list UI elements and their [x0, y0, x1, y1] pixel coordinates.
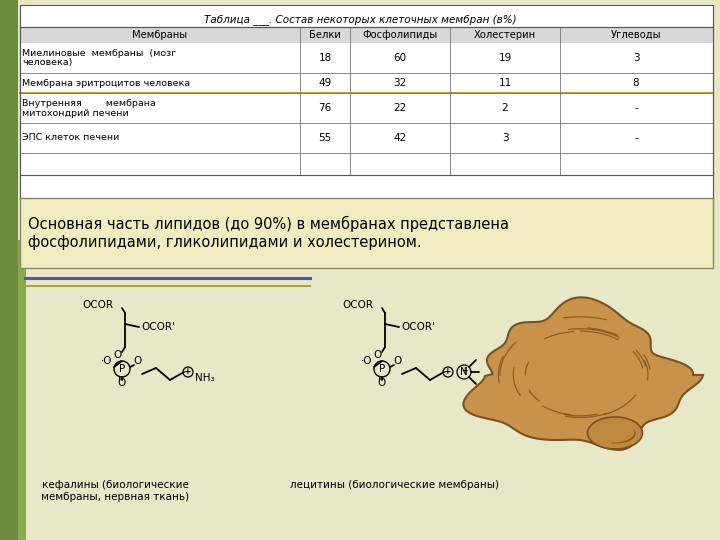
Text: O: O: [118, 378, 126, 388]
Text: OCOR: OCOR: [82, 300, 113, 310]
Text: 22: 22: [393, 103, 407, 113]
Text: O: O: [374, 350, 382, 360]
Bar: [20, 198, 713, 268]
Text: Холестерин: Холестерин: [474, 30, 536, 40]
Text: O: O: [134, 356, 142, 366]
Text: кефалины (биологические
мембраны, нервная ткань): кефалины (биологические мембраны, нервна…: [41, 480, 189, 502]
Text: 8: 8: [633, 78, 639, 88]
Text: Миелиновые  мембраны  (мозг: Миелиновые мембраны (мозг: [22, 49, 176, 57]
Text: ЭПС клеток печени: ЭПС клеток печени: [22, 133, 120, 143]
Text: человека): человека): [22, 58, 73, 68]
Text: O: O: [394, 356, 402, 366]
Ellipse shape: [588, 417, 642, 449]
Text: OCOR': OCOR': [141, 322, 175, 332]
Text: Мембрана эритроцитов человека: Мембрана эритроцитов человека: [22, 78, 190, 87]
Text: Таблица ___. Состав некоторых клеточных мембран (в%): Таблица ___. Состав некоторых клеточных …: [204, 14, 516, 25]
Text: 3: 3: [502, 133, 508, 143]
Text: 11: 11: [498, 78, 512, 88]
Bar: [18, 240, 26, 540]
Text: NH₃: NH₃: [195, 373, 215, 383]
Text: Основная часть липидов (до 90%) в мембранах представлена
фосфолипидами, гликолип: Основная часть липидов (до 90%) в мембра…: [28, 216, 509, 249]
Text: 2: 2: [502, 103, 508, 113]
Text: P: P: [119, 364, 125, 374]
Text: +: +: [444, 367, 452, 375]
Text: 32: 32: [393, 78, 407, 88]
Text: 55: 55: [318, 133, 332, 143]
Text: 60: 60: [393, 53, 407, 63]
Text: лецитины (биологические мембраны): лецитины (биологические мембраны): [290, 480, 500, 490]
Text: +: +: [184, 367, 192, 375]
Text: 49: 49: [318, 78, 332, 88]
Text: 18: 18: [318, 53, 332, 63]
Text: Внутренняя        мембрана: Внутренняя мембрана: [22, 98, 156, 107]
Text: 76: 76: [318, 103, 332, 113]
Text: P: P: [379, 364, 385, 374]
Text: митохондрий печени: митохондрий печени: [22, 109, 129, 118]
Text: 19: 19: [498, 53, 512, 63]
Bar: [20, 27, 713, 43]
Text: -: -: [634, 133, 638, 143]
Text: N: N: [460, 367, 468, 377]
Text: ⋅O: ⋅O: [102, 356, 113, 366]
Text: 3: 3: [633, 53, 639, 63]
Polygon shape: [464, 298, 703, 450]
Text: 42: 42: [393, 133, 407, 143]
Text: Фосфолипиды: Фосфолипиды: [362, 30, 438, 40]
Text: ⋅O: ⋅O: [361, 356, 373, 366]
Text: Углеводы: Углеводы: [611, 30, 661, 40]
Text: O: O: [114, 350, 122, 360]
Text: OCOR: OCOR: [342, 300, 373, 310]
Text: Белки: Белки: [309, 30, 341, 40]
Text: Мембраны: Мембраны: [132, 30, 188, 40]
Text: OCOR': OCOR': [401, 322, 435, 332]
Text: O: O: [378, 378, 386, 388]
Bar: [20, 5, 713, 200]
Text: +: +: [461, 366, 467, 375]
Bar: [0, 0, 18, 540]
Text: -: -: [634, 103, 638, 113]
